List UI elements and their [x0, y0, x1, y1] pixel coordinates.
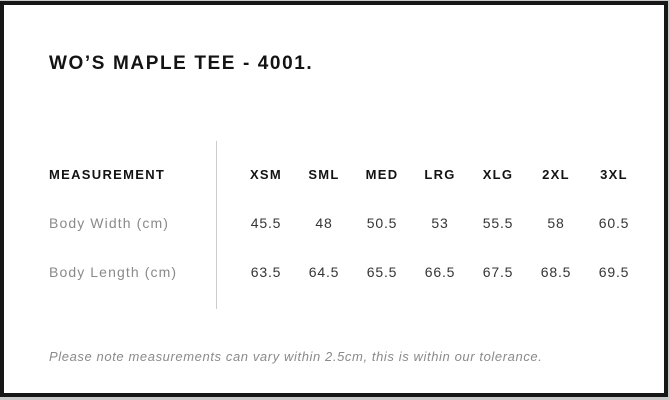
measurement-value: 60.5 [598, 215, 630, 231]
measurement-column-header: MEASUREMENT [49, 167, 166, 182]
measurement-value: 55.5 [482, 215, 514, 231]
measurement-value: 67.5 [482, 264, 514, 280]
measurement-value: 69.5 [598, 264, 630, 280]
table-column-divider [216, 141, 217, 309]
measurement-value: 48 [315, 215, 333, 231]
table-row-body-width: Body Width (cm) 45.5 48 50.5 53 55.5 58 … [49, 215, 645, 231]
measurement-value: 53 [431, 215, 449, 231]
measurement-value: 64.5 [308, 264, 340, 280]
size-column-header-xlg: XLG [482, 167, 514, 182]
measurement-value: 63.5 [250, 264, 282, 280]
table-row-body-length: Body Length (cm) 63.5 64.5 65.5 66.5 67.… [49, 264, 645, 280]
measurement-value: 58 [547, 215, 565, 231]
tolerance-note: Please note measurements can vary within… [49, 349, 543, 364]
measurement-value: 45.5 [250, 215, 282, 231]
size-column-header-2xl: 2XL [542, 167, 570, 182]
size-column-header-xsm: XSM [249, 167, 283, 182]
measurement-value: 68.5 [540, 264, 572, 280]
row-label-body-length: Body Length (cm) [49, 264, 178, 280]
measurement-value: 50.5 [366, 215, 398, 231]
page-title: WO’S MAPLE TEE - 4001. [49, 53, 314, 74]
row-label-body-width: Body Width (cm) [49, 215, 169, 231]
size-column-header-med: MED [365, 167, 399, 182]
size-column-header-3xl: 3XL [600, 167, 628, 182]
measurement-value: 65.5 [366, 264, 398, 280]
size-column-header-lrg: LRG [424, 167, 456, 182]
measurement-value: 66.5 [424, 264, 456, 280]
size-chart-header-row: MEASUREMENT XSM SML MED LRG XLG 2XL 3XL [49, 167, 645, 182]
size-column-header-sml: SML [308, 167, 340, 182]
